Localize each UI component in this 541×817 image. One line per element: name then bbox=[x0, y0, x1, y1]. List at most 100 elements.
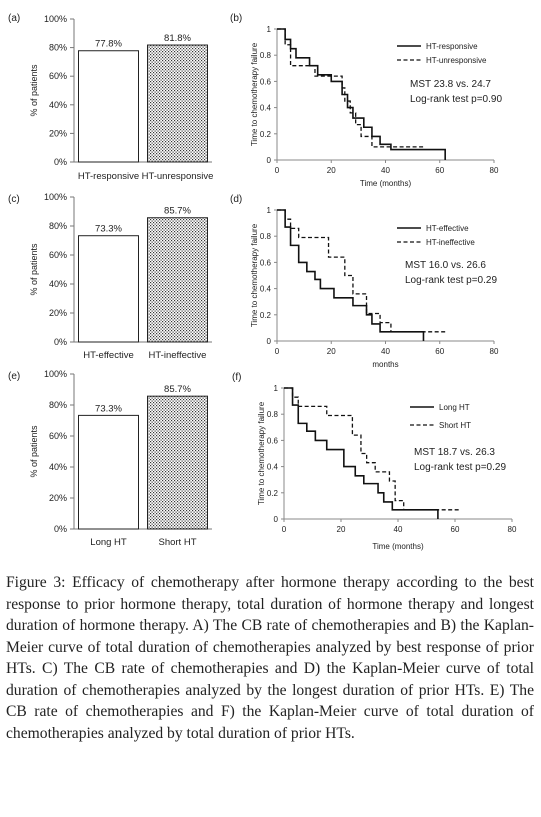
y-axis-label: % of patients bbox=[29, 425, 39, 478]
x-category-label: HT-unresponsive bbox=[142, 171, 214, 182]
km-chart-2: (d) 0 0.2 0.4 0.6 0.8 1 0 20 40 60 80 months Time to … bbox=[230, 194, 499, 369]
x-category-label: HT-responsive bbox=[78, 171, 139, 182]
y-tick-label: 0.2 bbox=[260, 130, 272, 139]
x-category-label: Short HT bbox=[158, 537, 196, 548]
y-tick-label: 0.6 bbox=[260, 77, 272, 86]
x-category-label: HT-effective bbox=[83, 350, 134, 361]
bar-chart-1: (a) 0% 20% 40% 60% 80% 100% % of patients 77.8% H… bbox=[8, 13, 213, 182]
y-tick-label: 0.2 bbox=[267, 489, 279, 498]
x-tick-label: 80 bbox=[490, 347, 499, 356]
y-tick-label: 0.8 bbox=[260, 232, 272, 241]
bar-value-label: 85.7% bbox=[164, 206, 191, 217]
bar bbox=[78, 50, 139, 163]
y-tick-label: 0.6 bbox=[267, 436, 279, 445]
x-tick-label: 80 bbox=[490, 166, 499, 175]
y-tick-label: 0.8 bbox=[267, 410, 279, 419]
x-axis-label: Time (months) bbox=[360, 179, 412, 188]
x-tick-label: 80 bbox=[508, 525, 517, 534]
y-axis-label: % of patients bbox=[29, 64, 39, 117]
y-tick-label: 100% bbox=[44, 192, 67, 202]
caption-text: Efficacy of chemotherapy after hormone t… bbox=[6, 574, 534, 742]
x-axis-label: Time (months) bbox=[372, 542, 424, 551]
x-tick-label: 0 bbox=[275, 347, 280, 356]
panel-label: (a) bbox=[8, 13, 20, 24]
annotation-text: Log-rank test p=0.29 bbox=[405, 275, 497, 286]
legend-label: HT-ineffective bbox=[426, 238, 475, 247]
bar-value-label: 85.7% bbox=[164, 384, 191, 395]
panel-label: (e) bbox=[8, 371, 20, 382]
y-tick-label: 0.2 bbox=[260, 311, 272, 320]
bar bbox=[147, 217, 208, 343]
y-axis-label: Time to chemotherapy failure bbox=[250, 223, 259, 327]
panel-label: (b) bbox=[230, 13, 242, 24]
bar bbox=[78, 414, 139, 530]
y-tick-label: 0% bbox=[54, 337, 67, 347]
x-category-label: HT-ineffective bbox=[149, 350, 207, 361]
y-tick-label: 40% bbox=[49, 279, 67, 289]
y-tick-label: 60% bbox=[49, 71, 67, 81]
bar-value-label: 73.3% bbox=[95, 403, 122, 414]
y-tick-label: 0.6 bbox=[260, 258, 272, 267]
annotation-text: MST 23.8 vs. 24.7 bbox=[410, 79, 491, 90]
x-tick-label: 40 bbox=[394, 525, 403, 534]
y-tick-label: 0.4 bbox=[267, 463, 279, 472]
annotation-text: Log-rank test p=0.90 bbox=[410, 94, 502, 105]
bar bbox=[147, 44, 208, 163]
legend-label: HT-responsive bbox=[426, 42, 478, 51]
y-axis-label: Time to chemotherapy failure bbox=[257, 401, 266, 505]
figure-caption: Figure 3: Efficacy of chemotherapy after… bbox=[6, 572, 534, 744]
y-tick-label: 80% bbox=[49, 221, 67, 231]
caption-label: Figure 3: bbox=[6, 574, 66, 591]
series-line-short-ht bbox=[284, 387, 461, 511]
bar-value-label: 77.8% bbox=[95, 39, 122, 50]
y-tick-label: 1 bbox=[267, 25, 272, 34]
y-tick-label: 40% bbox=[49, 100, 67, 110]
bar-value-label: 81.8% bbox=[164, 33, 191, 44]
y-tick-label: 0% bbox=[54, 157, 67, 167]
y-tick-label: 0.4 bbox=[260, 285, 272, 294]
y-axis-label: Time to chemotherapy failure bbox=[250, 42, 259, 146]
y-tick-label: 60% bbox=[49, 431, 67, 441]
x-tick-label: 0 bbox=[282, 525, 287, 534]
y-tick-label: 0.8 bbox=[260, 51, 272, 60]
y-tick-label: 0 bbox=[267, 156, 272, 165]
annotation-text: MST 18.7 vs. 26.3 bbox=[414, 447, 495, 458]
x-tick-label: 0 bbox=[275, 166, 280, 175]
series-line-ht-responsive bbox=[277, 28, 446, 160]
legend-label: HT-unresponsive bbox=[426, 56, 487, 65]
x-tick-label: 60 bbox=[435, 347, 444, 356]
bar-value-label: 73.3% bbox=[95, 224, 122, 235]
legend-label: HT-effective bbox=[426, 224, 469, 233]
y-axis-label: % of patients bbox=[29, 243, 39, 296]
y-tick-label: 80% bbox=[49, 43, 67, 53]
y-tick-label: 0 bbox=[267, 337, 272, 346]
y-tick-label: 1 bbox=[274, 384, 279, 393]
km-chart-1: (b) 0 0.2 0.4 0.6 0.8 1 0 20 40 60 80 Time (months) T… bbox=[230, 13, 502, 188]
y-tick-label: 20% bbox=[49, 128, 67, 138]
y-tick-label: 0.4 bbox=[260, 104, 272, 113]
annotation-text: Log-rank test p=0.29 bbox=[414, 462, 506, 473]
x-tick-label: 40 bbox=[381, 166, 390, 175]
legend-label: Long HT bbox=[439, 403, 470, 412]
x-axis-label: months bbox=[372, 360, 398, 369]
legend-label: Short HT bbox=[439, 421, 471, 430]
figure-canvas: (a)0%20%40%60%80%100%% of patients77.8%H… bbox=[8, 13, 517, 551]
km-chart-3: (f) 0 0.2 0.4 0.6 0.8 1 0 20 40 60 80 Time (months) T… bbox=[232, 372, 517, 551]
y-tick-label: 100% bbox=[44, 369, 67, 379]
y-tick-label: 20% bbox=[49, 308, 67, 318]
series-line-long-ht bbox=[284, 387, 439, 519]
panel-label: (d) bbox=[230, 194, 242, 205]
bar bbox=[147, 395, 208, 530]
series-line-ht-effective bbox=[277, 209, 425, 341]
panel-label: (c) bbox=[8, 194, 20, 205]
x-tick-label: 40 bbox=[381, 347, 390, 356]
x-category-label: Long HT bbox=[90, 537, 127, 548]
annotation-text: MST 16.0 vs. 26.6 bbox=[405, 260, 486, 271]
bar-chart-3: (e) 0% 20% 40% 60% 80% 100% % of patients 73.3% L… bbox=[8, 369, 212, 548]
x-tick-label: 20 bbox=[327, 347, 336, 356]
y-tick-label: 60% bbox=[49, 250, 67, 260]
y-tick-label: 0 bbox=[274, 515, 279, 524]
y-tick-label: 0% bbox=[54, 524, 67, 534]
y-tick-label: 80% bbox=[49, 400, 67, 410]
x-tick-label: 20 bbox=[337, 525, 346, 534]
